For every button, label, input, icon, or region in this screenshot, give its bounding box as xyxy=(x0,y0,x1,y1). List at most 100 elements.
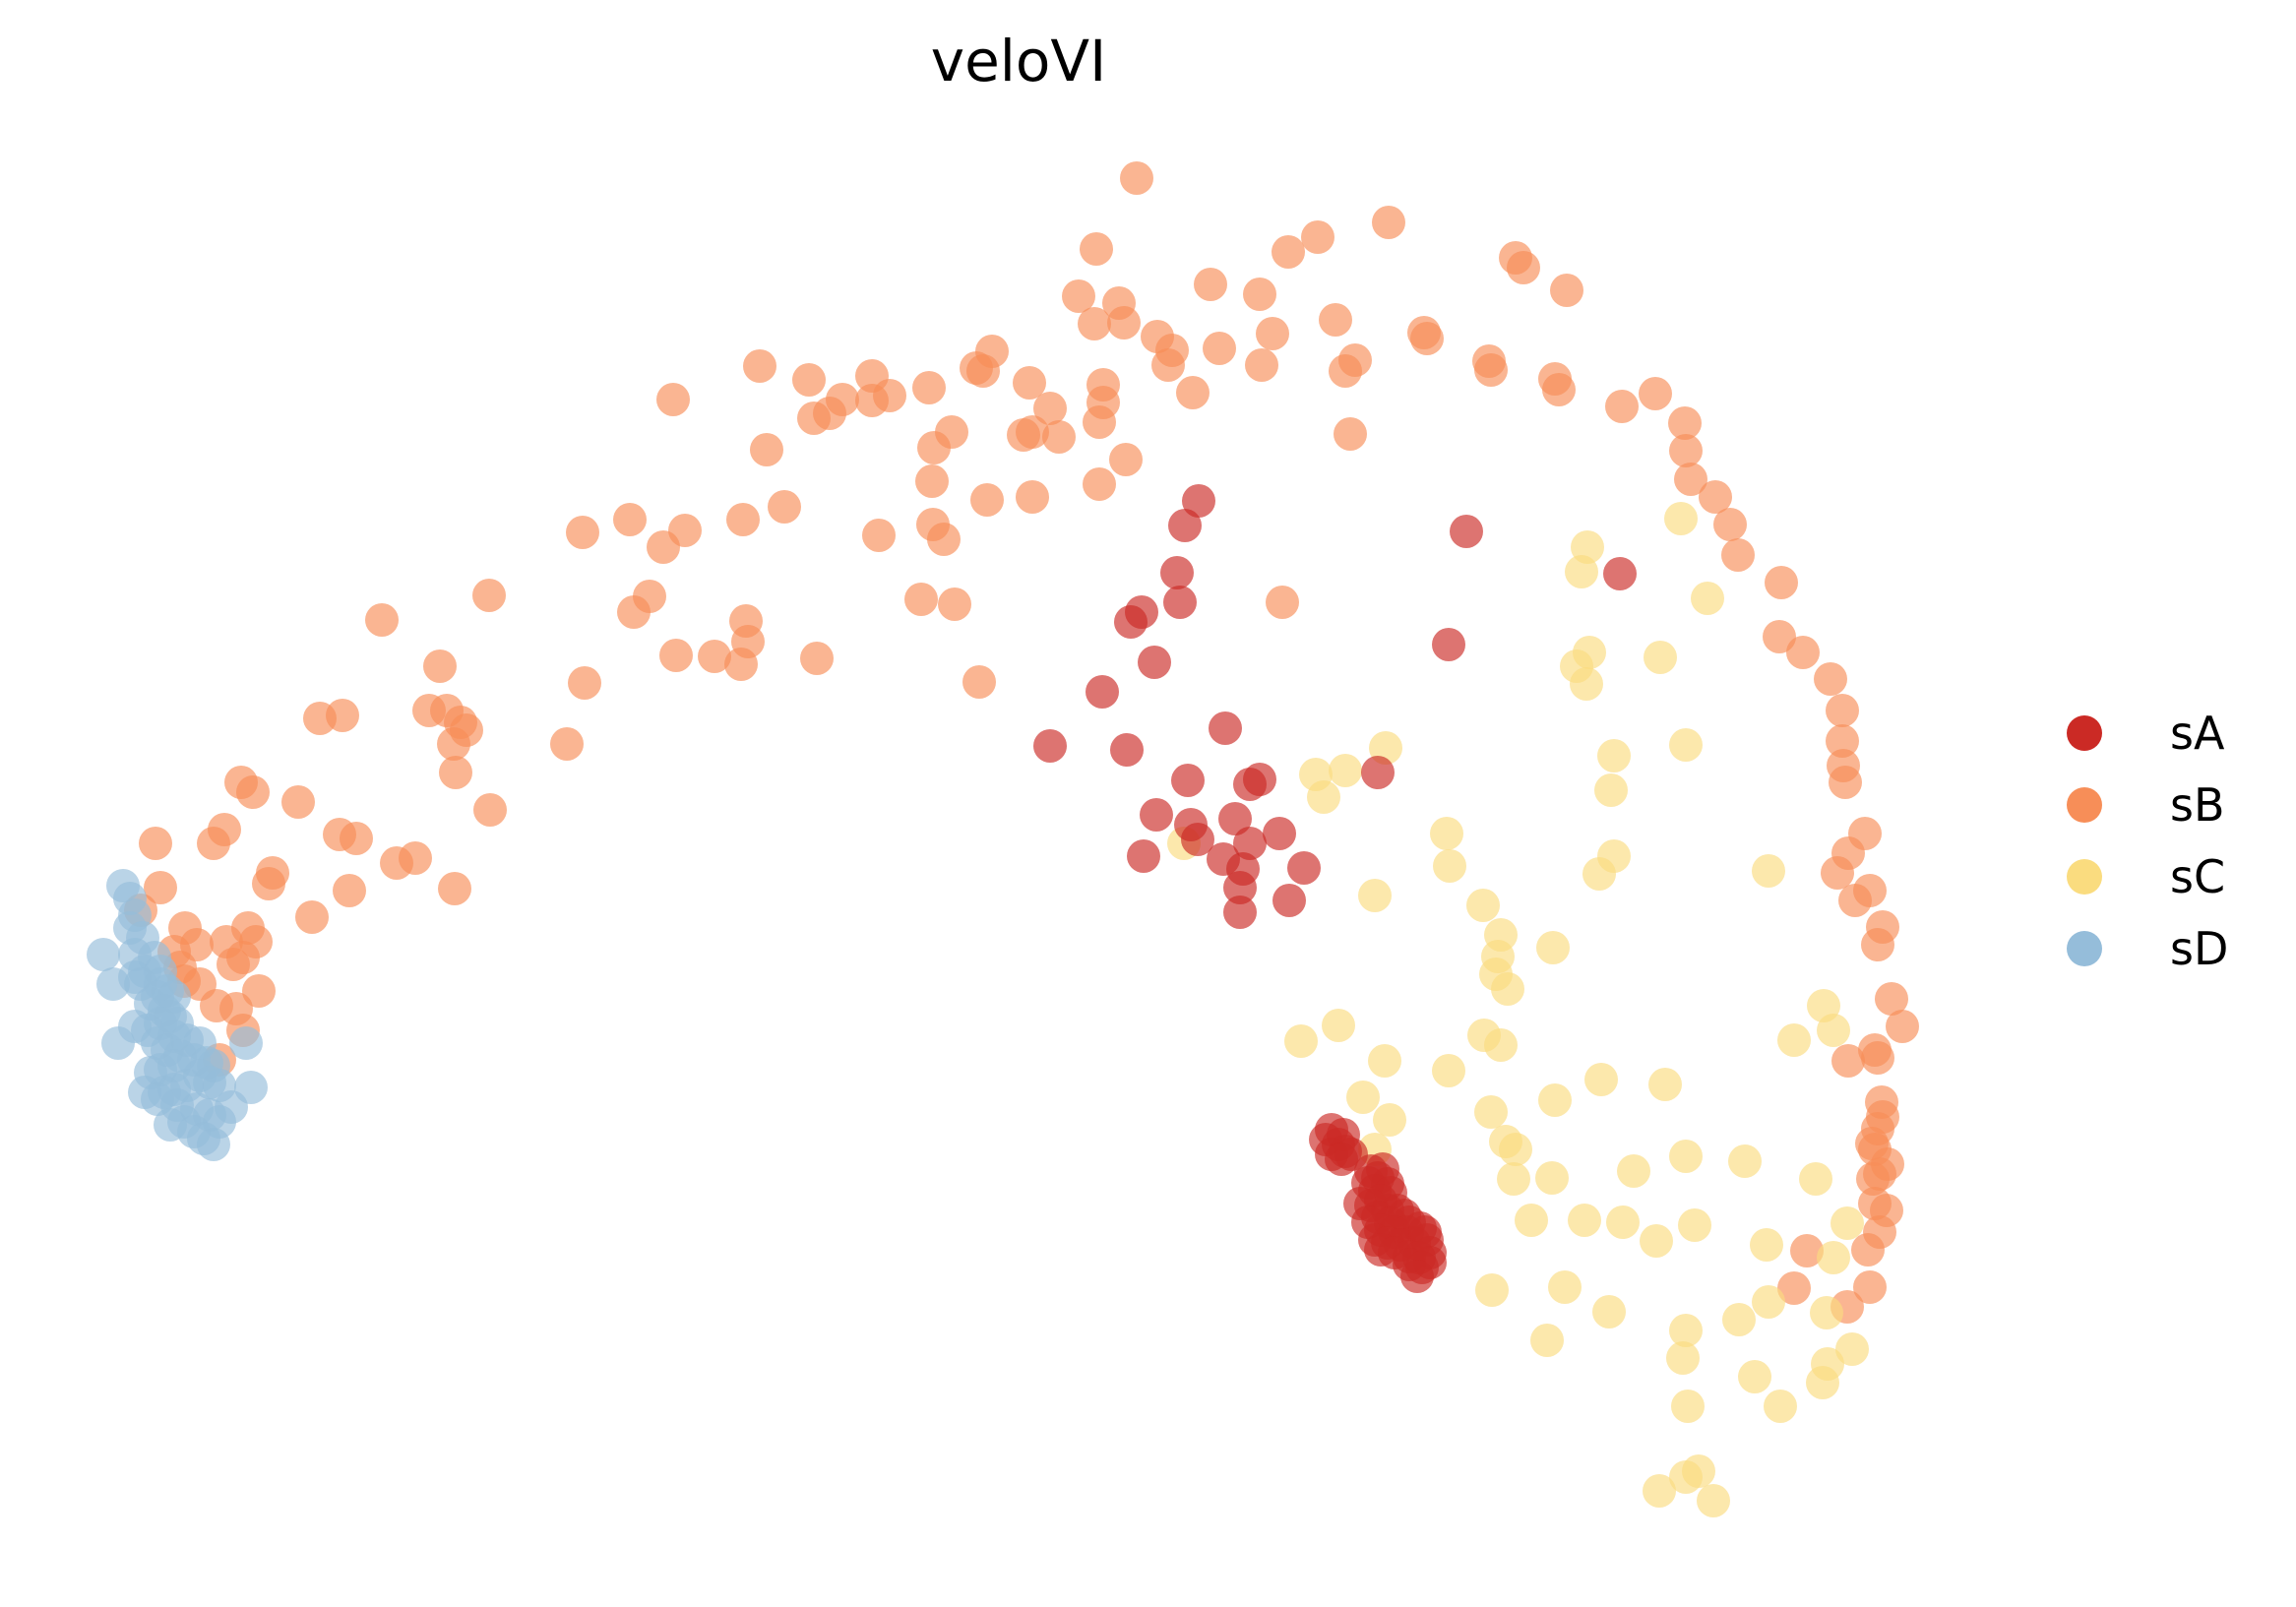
data-point-sB xyxy=(647,530,680,564)
data-point-sB xyxy=(1814,662,1847,696)
data-point-sC xyxy=(1568,1204,1601,1237)
data-point-sB xyxy=(617,595,651,629)
data-point-sB xyxy=(743,349,776,383)
legend-marker-sB xyxy=(2067,787,2102,823)
data-point-sB xyxy=(792,363,826,397)
data-point-sB xyxy=(295,900,329,934)
data-point-sA xyxy=(1400,1260,1434,1293)
data-point-sC xyxy=(1475,1273,1509,1307)
data-point-sC xyxy=(1570,667,1603,701)
data-point-sC xyxy=(1750,1228,1783,1262)
data-point-sC xyxy=(1536,931,1570,964)
data-point-sC xyxy=(1752,1285,1785,1319)
data-point-sB xyxy=(1472,344,1506,378)
data-point-sB xyxy=(927,523,961,556)
data-point-sC xyxy=(1728,1144,1762,1178)
data-point-sC xyxy=(1648,1068,1682,1101)
data-point-sB xyxy=(1777,1271,1811,1305)
data-point-sC xyxy=(1565,555,1598,588)
data-point-sA xyxy=(1603,557,1637,590)
data-point-sC xyxy=(1497,1162,1530,1196)
data-point-sB xyxy=(1042,420,1076,454)
data-point-sC xyxy=(1368,1044,1401,1078)
data-point-sB xyxy=(326,699,359,732)
data-point-sA xyxy=(1325,1143,1358,1176)
data-point-sD xyxy=(215,1090,248,1124)
legend: sA sB sC sD xyxy=(2067,707,2228,975)
data-point-sB xyxy=(613,503,647,536)
legend-label-sB: sB xyxy=(2170,778,2225,832)
data-point-sB xyxy=(1016,480,1049,514)
data-point-sC xyxy=(1691,582,1724,615)
data-point-sB xyxy=(1786,636,1820,669)
data-point-sC xyxy=(1346,1081,1380,1114)
data-point-sB xyxy=(966,354,1000,388)
data-point-sD xyxy=(106,869,140,902)
data-point-sA xyxy=(1272,884,1306,917)
data-point-sD xyxy=(101,1026,135,1060)
data-point-sA xyxy=(1086,675,1119,709)
data-point-sB xyxy=(1838,884,1872,917)
data-point-sC xyxy=(1799,1162,1832,1196)
data-point-sB xyxy=(1829,766,1862,799)
data-point-sB xyxy=(1256,317,1289,350)
data-point-sB xyxy=(242,974,276,1008)
data-point-sB xyxy=(1334,417,1367,451)
data-point-sC xyxy=(1373,1103,1406,1137)
data-point-sC xyxy=(1430,817,1463,850)
data-point-sB xyxy=(1083,405,1116,439)
chart-title: veloVI xyxy=(931,28,1106,94)
legend-label-sC: sC xyxy=(2170,850,2225,903)
data-point-sD xyxy=(96,967,130,1001)
data-point-sB xyxy=(1699,480,1732,514)
data-point-sC xyxy=(1307,780,1340,814)
data-point-sA xyxy=(1033,729,1067,763)
data-point-sA xyxy=(1218,802,1252,835)
data-point-sB xyxy=(1203,332,1236,365)
data-point-sC xyxy=(1597,739,1631,773)
data-point-sB xyxy=(566,516,599,549)
data-point-sC xyxy=(1548,1270,1582,1304)
data-point-sA xyxy=(1110,733,1144,767)
data-point-sB xyxy=(252,867,285,900)
data-point-sA xyxy=(1209,711,1242,745)
data-point-sB xyxy=(1080,232,1113,266)
data-point-sB xyxy=(915,464,949,498)
data-point-sB xyxy=(917,431,951,464)
data-point-sC xyxy=(1432,1054,1465,1087)
data-point-sA xyxy=(1233,827,1267,860)
data-point-sC xyxy=(1606,1205,1640,1239)
data-point-sB xyxy=(365,603,399,637)
data-point-sB xyxy=(1721,538,1755,572)
data-point-sC xyxy=(1697,1484,1730,1517)
data-point-sB xyxy=(1507,251,1540,284)
legend-marker-sA xyxy=(2067,715,2102,751)
legend-marker-sD xyxy=(2067,931,2102,966)
data-point-sB xyxy=(1194,268,1227,301)
data-point-sB xyxy=(423,649,457,683)
data-point-sA xyxy=(1432,628,1465,661)
data-point-sB xyxy=(1083,467,1116,501)
data-point-sB xyxy=(1266,586,1299,619)
data-point-sB xyxy=(1861,928,1894,961)
data-point-sB xyxy=(659,639,693,672)
data-point-sB xyxy=(1765,566,1798,599)
data-point-sC xyxy=(1499,1133,1532,1166)
data-point-sC xyxy=(1669,728,1703,762)
data-point-sB xyxy=(768,490,801,524)
data-point-sC xyxy=(1722,1303,1756,1336)
data-point-sB xyxy=(568,666,601,700)
data-point-sB xyxy=(904,583,938,616)
data-point-sC xyxy=(1584,1063,1618,1096)
data-point-sC xyxy=(1806,1366,1839,1399)
data-point-sB xyxy=(1062,279,1095,313)
data-point-sC xyxy=(1669,1140,1703,1173)
data-point-sA xyxy=(1182,484,1215,518)
data-point-sB xyxy=(1886,1010,1919,1043)
data-point-sB xyxy=(1826,694,1859,727)
data-point-sB xyxy=(800,642,834,675)
data-point-sB xyxy=(550,727,584,761)
points-layer xyxy=(87,161,1919,1517)
data-point-sC xyxy=(1640,1224,1673,1258)
